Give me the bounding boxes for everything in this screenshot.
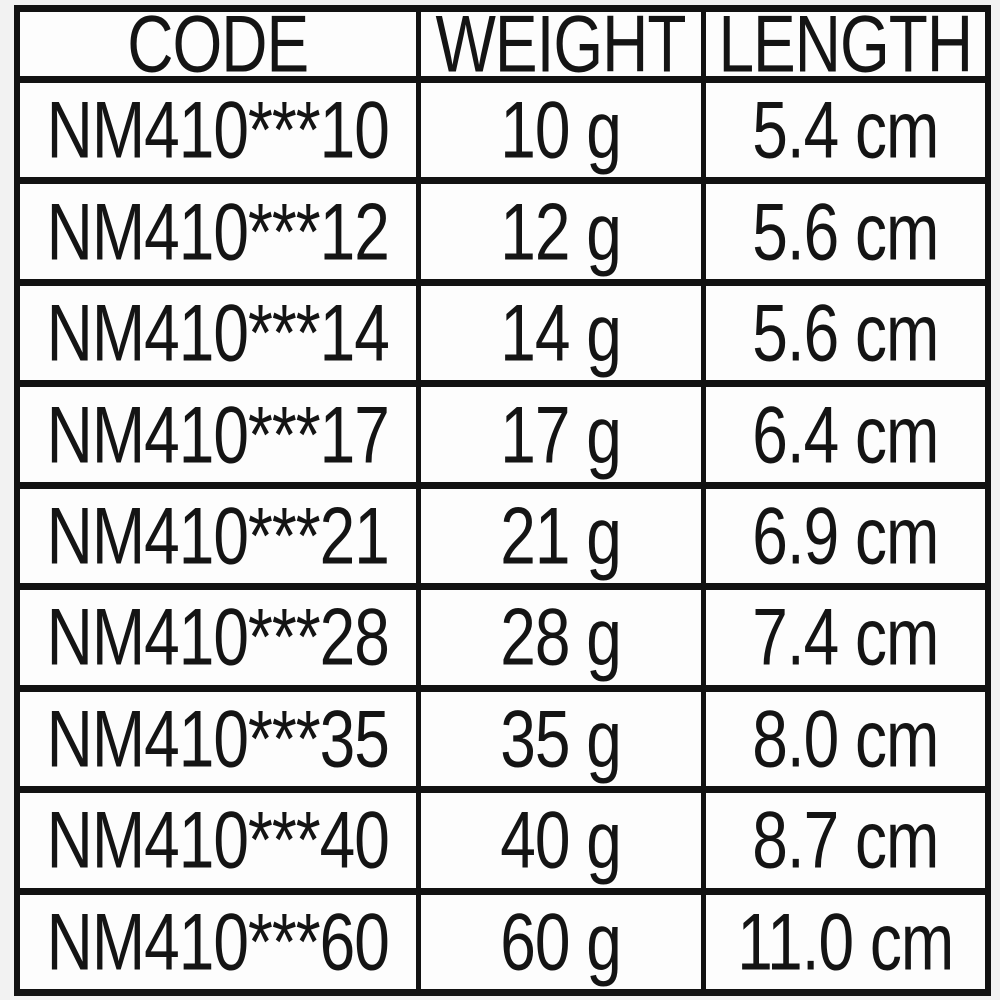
cell-weight: 28 g — [500, 592, 622, 683]
spec-table-container: CODE WEIGHT LENGTH NM410***10 10 g 5.4 c… — [14, 5, 991, 996]
spec-table: CODE WEIGHT LENGTH NM410***10 10 g 5.4 c… — [14, 5, 991, 996]
length-cell: 8.7 cm — [700, 786, 991, 895]
table-row: NM410***10 10 g 5.4 cm — [14, 75, 991, 185]
table-row: NM410***40 40 g 8.7 cm — [14, 786, 991, 895]
length-cell: 5.6 cm — [700, 278, 991, 388]
table-body: NM410***10 10 g 5.4 cm NM410***12 12 g 5… — [14, 75, 991, 996]
cell-weight: 14 g — [500, 287, 622, 379]
table-row: NM410***60 60 g 11.0 cm — [14, 887, 991, 996]
header-length-label: LENGTH — [718, 8, 973, 80]
table-row: NM410***35 35 g 8.0 cm — [14, 684, 991, 794]
cell-weight: 40 g — [500, 794, 622, 886]
table-row: NM410***12 12 g 5.6 cm — [14, 177, 991, 286]
cell-length: 7.4 cm — [752, 592, 939, 683]
cell-weight: 35 g — [500, 693, 622, 785]
code-cell: NM410***40 — [14, 786, 421, 895]
length-cell: 6.9 cm — [700, 481, 991, 591]
weight-cell: 17 g — [415, 380, 706, 489]
weight-cell: 40 g — [415, 786, 706, 895]
cell-length: 6.4 cm — [752, 389, 939, 480]
cell-length: 5.6 cm — [752, 186, 939, 278]
cell-weight: 21 g — [500, 490, 622, 582]
header-cell-length: LENGTH — [700, 5, 991, 83]
table-row: NM410***14 14 g 5.6 cm — [14, 278, 991, 388]
cell-weight: 17 g — [500, 389, 622, 480]
cell-code: NM410***28 — [46, 592, 390, 683]
cell-weight: 10 g — [500, 84, 622, 176]
length-cell: 11.0 cm — [700, 887, 991, 996]
cell-code: NM410***12 — [46, 186, 390, 278]
weight-cell: 14 g — [415, 278, 706, 388]
cell-length: 5.4 cm — [752, 84, 939, 176]
weight-cell: 21 g — [415, 481, 706, 591]
code-cell: NM410***28 — [14, 583, 421, 692]
cell-weight: 12 g — [500, 186, 622, 278]
cell-code: NM410***40 — [46, 794, 390, 886]
header-row: CODE WEIGHT LENGTH — [14, 5, 991, 83]
code-cell: NM410***10 — [14, 75, 421, 185]
code-cell: NM410***21 — [14, 481, 421, 591]
code-cell: NM410***35 — [14, 684, 421, 794]
length-cell: 5.4 cm — [700, 75, 991, 185]
length-cell: 5.6 cm — [700, 177, 991, 286]
cell-code: NM410***21 — [46, 490, 390, 582]
code-cell: NM410***12 — [14, 177, 421, 286]
header-weight-label: WEIGHT — [435, 8, 687, 80]
header-cell-weight: WEIGHT — [415, 5, 706, 83]
table-row: NM410***21 21 g 6.9 cm — [14, 481, 991, 591]
cell-length: 5.6 cm — [752, 287, 939, 379]
weight-cell: 12 g — [415, 177, 706, 286]
weight-cell: 28 g — [415, 583, 706, 692]
cell-code: NM410***60 — [46, 896, 390, 988]
cell-code: NM410***10 — [46, 84, 390, 176]
cell-weight: 60 g — [500, 896, 622, 988]
header-code-label: CODE — [127, 8, 309, 80]
table-row: NM410***28 28 g 7.4 cm — [14, 583, 991, 692]
length-cell: 7.4 cm — [700, 583, 991, 692]
cell-length: 11.0 cm — [737, 896, 954, 988]
length-cell: 8.0 cm — [700, 684, 991, 794]
weight-cell: 35 g — [415, 684, 706, 794]
cell-length: 8.0 cm — [752, 693, 939, 785]
cell-code: NM410***17 — [46, 389, 390, 480]
cell-length: 6.9 cm — [752, 490, 939, 582]
cell-code: NM410***35 — [46, 693, 390, 785]
code-cell: NM410***14 — [14, 278, 421, 388]
weight-cell: 60 g — [415, 887, 706, 996]
length-cell: 6.4 cm — [700, 380, 991, 489]
cell-code: NM410***14 — [46, 287, 390, 379]
header-cell-code: CODE — [14, 5, 421, 83]
code-cell: NM410***17 — [14, 380, 421, 489]
code-cell: NM410***60 — [14, 887, 421, 996]
weight-cell: 10 g — [415, 75, 706, 185]
cell-length: 8.7 cm — [752, 794, 939, 886]
table-row: NM410***17 17 g 6.4 cm — [14, 380, 991, 489]
